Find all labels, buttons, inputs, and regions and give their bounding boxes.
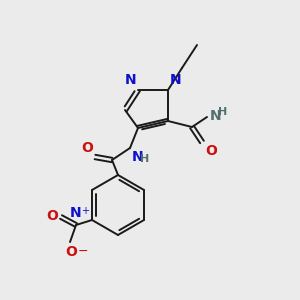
Text: O: O: [81, 141, 93, 155]
Text: O: O: [46, 209, 58, 223]
Text: H: H: [218, 107, 227, 117]
Text: H: H: [140, 154, 149, 164]
Text: O: O: [205, 144, 217, 158]
Text: N: N: [210, 109, 222, 123]
Text: +: +: [81, 206, 89, 216]
Text: N: N: [70, 206, 82, 220]
Text: −: −: [78, 245, 88, 258]
Text: N: N: [124, 73, 136, 87]
Text: N: N: [132, 150, 144, 164]
Text: O: O: [65, 245, 77, 259]
Text: N: N: [170, 73, 182, 87]
